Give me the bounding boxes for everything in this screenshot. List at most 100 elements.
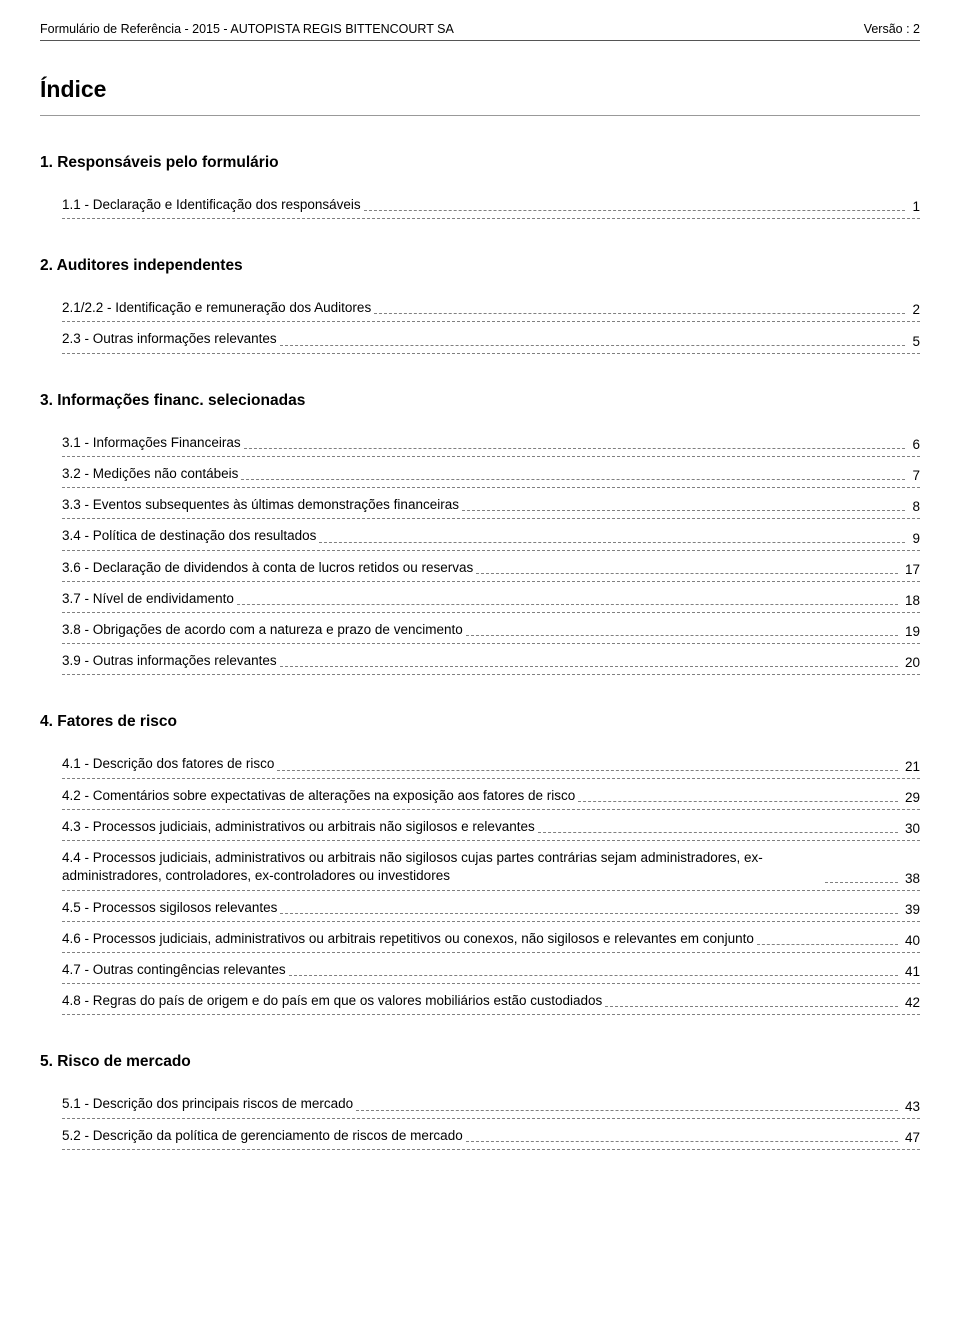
toc-entry-page: 19: [901, 624, 920, 639]
toc-entry: 4.4 - Processos judiciais, administrativ…: [62, 841, 920, 885]
toc-leader-dots: [280, 345, 906, 346]
header-rule: [40, 40, 920, 41]
section-heading: 3. Informações financ. selecionadas: [40, 392, 920, 410]
toc-entry-page: 40: [901, 933, 920, 948]
toc-leader-dots: [538, 832, 898, 833]
toc-entry-label: 3.3 - Eventos subsequentes às últimas de…: [62, 496, 459, 514]
toc-entry-label: 3.1 - Informações Financeiras: [62, 434, 241, 452]
toc-entry-label: 4.3 - Processos judiciais, administrativ…: [62, 818, 535, 836]
toc-entry-page: 7: [908, 468, 920, 483]
toc-entry: 3.2 - Medições não contábeis 7: [62, 457, 920, 483]
toc-entry-page: 9: [908, 531, 920, 546]
sections-container: 1. Responsáveis pelo formulário 1.1 - Dec…: [40, 154, 920, 1150]
toc-entry: 4.1 - Descrição dos fatores de risco21: [62, 747, 920, 773]
toc-leader-dots: [364, 210, 906, 211]
header-right: Versão : 2: [864, 22, 920, 36]
toc-entry: 3.8 - Obrigações de acordo com a naturez…: [62, 613, 920, 639]
toc-entry: 4.3 - Processos judiciais, administrativ…: [62, 810, 920, 836]
toc-entry-label: 2.1/2.2 - Identificação e remuneração do…: [62, 299, 371, 317]
section-heading: 1. Responsáveis pelo formulário: [40, 154, 920, 172]
toc-entry-label: 5.1 - Descrição dos principais riscos de…: [62, 1095, 353, 1113]
toc-entry: 1.1 - Declaração e Identificação dos res…: [62, 188, 920, 214]
toc-entry-label: 3.6 - Declaração de dividendos à conta d…: [62, 559, 473, 577]
toc-entry-underline: [62, 674, 920, 675]
document-page: Formulário de Referência - 2015 - AUTOPI…: [0, 0, 960, 1190]
toc-entry: 3.4 - Política de destinação dos resulta…: [62, 519, 920, 545]
section-heading: 5. Risco de mercado: [40, 1053, 920, 1071]
toc-entry-page: 20: [901, 655, 920, 670]
toc-leader-dots: [241, 479, 905, 480]
toc-leader-dots: [356, 1110, 898, 1111]
toc-entry: 5.1 - Descrição dos principais riscos de…: [62, 1087, 920, 1113]
toc-entry: 4.2 - Comentários sobre expectativas de …: [62, 779, 920, 805]
toc-entry-label: 4.1 - Descrição dos fatores de risco: [62, 755, 274, 773]
toc-leader-dots: [825, 882, 898, 883]
toc-entry-label: 2.3 - Outras informações relevantes: [62, 330, 277, 348]
header-left: Formulário de Referência - 2015 - AUTOPI…: [40, 22, 454, 36]
section-heading: 2. Auditores independentes: [40, 257, 920, 275]
toc-entry: 2.1/2.2 - Identificação e remuneração do…: [62, 291, 920, 317]
toc-leader-dots: [757, 944, 898, 945]
toc-entry-underline: [62, 1014, 920, 1015]
toc-leader-dots: [462, 510, 906, 511]
toc-entry-label: 4.4 - Processos judiciais, administrativ…: [62, 849, 822, 885]
document-header: Formulário de Referência - 2015 - AUTOPI…: [40, 22, 920, 40]
toc-entry: 4.6 - Processos judiciais, administrativ…: [62, 922, 920, 948]
toc-entry: 3.3 - Eventos subsequentes às últimas de…: [62, 488, 920, 514]
toc-entry-page: 30: [901, 821, 920, 836]
toc-entry-label: 3.9 - Outras informações relevantes: [62, 652, 277, 670]
toc-leader-dots: [466, 1141, 898, 1142]
toc-leader-dots: [237, 604, 898, 605]
toc-entry: 3.7 - Nível de endividamento 18: [62, 582, 920, 608]
toc-entry-underline: [62, 1149, 920, 1150]
toc-entry: 3.6 - Declaração de dividendos à conta d…: [62, 551, 920, 577]
toc-entry-page: 42: [901, 995, 920, 1010]
toc-entry-page: 6: [908, 437, 920, 452]
toc-entry: 2.3 - Outras informações relevantes 5: [62, 322, 920, 348]
toc-entry-page: 39: [901, 902, 920, 917]
toc-entry: 4.5 - Processos sigilosos relevantes 39: [62, 891, 920, 917]
toc-entry: 3.1 - Informações Financeiras 6: [62, 426, 920, 452]
toc-entry-label: 1.1 - Declaração e Identificação dos res…: [62, 196, 361, 214]
toc-leader-dots: [244, 448, 906, 449]
toc-entry: 4.7 - Outras contingências relevantes 41: [62, 953, 920, 979]
toc-entry-label: 4.2 - Comentários sobre expectativas de …: [62, 787, 575, 805]
toc-entry-page: 1: [908, 199, 920, 214]
toc-leader-dots: [476, 573, 898, 574]
toc-entry-underline: [62, 353, 920, 354]
toc-entry-page: 2: [908, 302, 920, 317]
toc-entry-page: 5: [908, 334, 920, 349]
section-heading: 4. Fatores de risco: [40, 713, 920, 731]
toc-entry-page: 17: [901, 562, 920, 577]
toc-entry-label: 4.8 - Regras do país de origem e do país…: [62, 992, 602, 1010]
toc-entry-page: 41: [901, 964, 920, 979]
toc-entry-page: 43: [901, 1099, 920, 1114]
toc-leader-dots: [319, 542, 905, 543]
toc-entry-label: 3.7 - Nível de endividamento: [62, 590, 234, 608]
toc-leader-dots: [374, 313, 905, 314]
toc-entry-underline: [62, 218, 920, 219]
index-title: Índice: [40, 76, 920, 103]
toc-leader-dots: [578, 801, 898, 802]
title-rule: [40, 115, 920, 116]
toc-entry-page: 47: [901, 1130, 920, 1145]
toc-leader-dots: [289, 975, 898, 976]
toc-entry-label: 5.2 - Descrição da política de gerenciam…: [62, 1127, 463, 1145]
toc-leader-dots: [466, 635, 898, 636]
toc-entry: 4.8 - Regras do país de origem e do país…: [62, 984, 920, 1010]
toc-leader-dots: [280, 666, 898, 667]
toc-leader-dots: [605, 1006, 898, 1007]
toc-leader-dots: [277, 770, 898, 771]
toc-entry-label: 4.7 - Outras contingências relevantes: [62, 961, 286, 979]
toc-entry-page: 38: [901, 871, 920, 886]
toc-entry: 3.9 - Outras informações relevantes 20: [62, 644, 920, 670]
toc-entry-label: 3.2 - Medições não contábeis: [62, 465, 238, 483]
toc-entry-label: 4.5 - Processos sigilosos relevantes: [62, 899, 277, 917]
toc-entry-label: 3.8 - Obrigações de acordo com a naturez…: [62, 621, 463, 639]
toc-entry-page: 29: [901, 790, 920, 805]
toc-entry: 5.2 - Descrição da política de gerenciam…: [62, 1119, 920, 1145]
toc-entry-page: 18: [901, 593, 920, 608]
toc-entry-label: 4.6 - Processos judiciais, administrativ…: [62, 930, 754, 948]
toc-entry-page: 8: [908, 499, 920, 514]
toc-leader-dots: [280, 913, 898, 914]
